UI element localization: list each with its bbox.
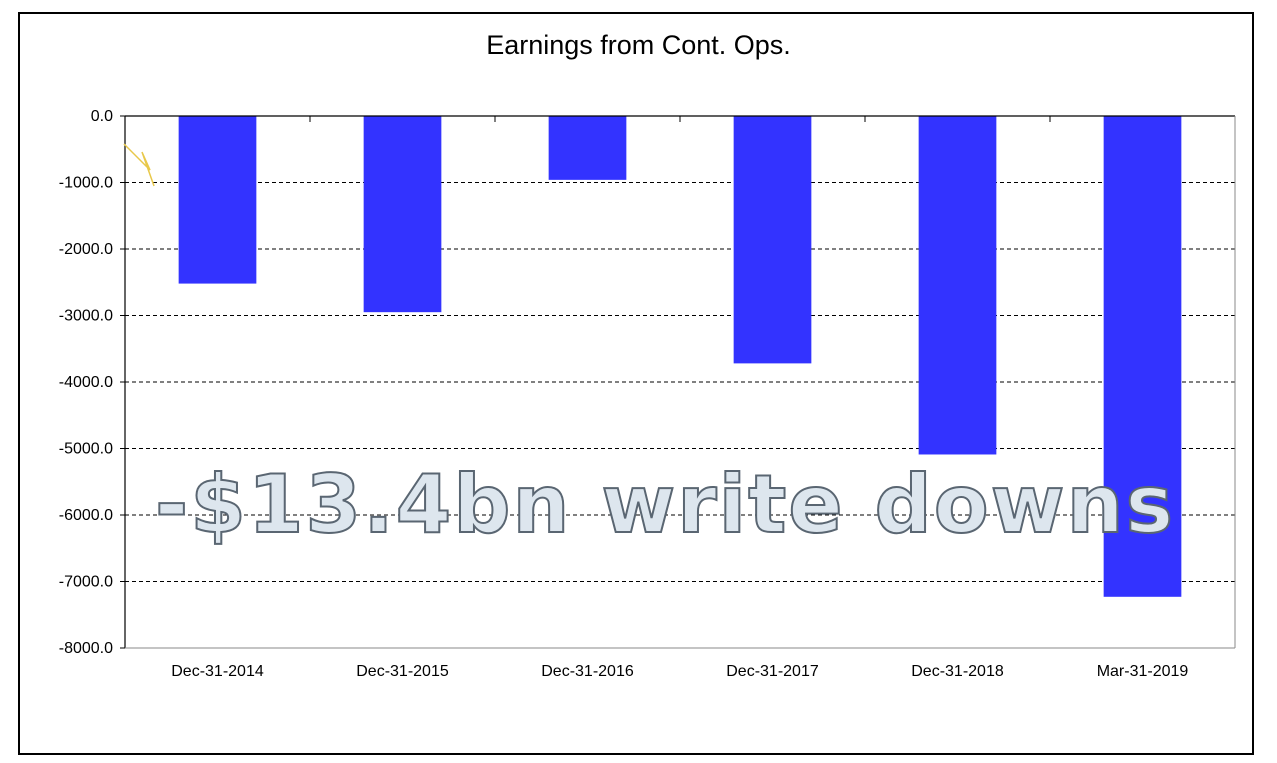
bar [548, 116, 627, 180]
y-tick-label: -5000.0 [59, 441, 113, 458]
bars [178, 116, 1182, 597]
y-tick-label: -8000.0 [59, 640, 113, 657]
x-tick-label: Dec-31-2018 [911, 663, 1004, 680]
bar [178, 116, 257, 284]
y-tick-label: -2000.0 [59, 241, 113, 258]
bar [1103, 116, 1182, 597]
grid-lines [125, 182, 1235, 582]
doodle-mark [123, 143, 155, 187]
write-down-annotation: -$13.4bn write downs [154, 457, 1176, 552]
y-tick-label: -1000.0 [59, 175, 113, 192]
bar [918, 116, 997, 455]
x-tick-label: Dec-31-2017 [726, 663, 819, 680]
axes [120, 115, 1236, 649]
x-tick-labels: Dec-31-2014 Dec-31-2015 Dec-31-2016 Dec-31-… [171, 663, 1188, 680]
y-tick-label: -6000.0 [59, 507, 113, 524]
y-tick-label: -3000.0 [59, 308, 113, 325]
x-tick-label: Dec-31-2014 [171, 663, 264, 680]
bar [733, 116, 812, 364]
bar [363, 116, 442, 313]
y-tick-label: -4000.0 [59, 374, 113, 391]
x-tick-label: Mar-31-2019 [1097, 663, 1189, 680]
x-tick-label: Dec-31-2016 [541, 663, 634, 680]
y-tick-label: -7000.0 [59, 574, 113, 591]
x-tick-label: Dec-31-2015 [356, 663, 449, 680]
y-tick-label: 0.0 [91, 108, 113, 125]
y-tick-labels: 0.0 -1000.0 -2000.0 -3000.0 -4000.0 -5000.0 -6… [59, 108, 113, 657]
chart-title: Earnings from Cont. Ops. [486, 30, 791, 60]
